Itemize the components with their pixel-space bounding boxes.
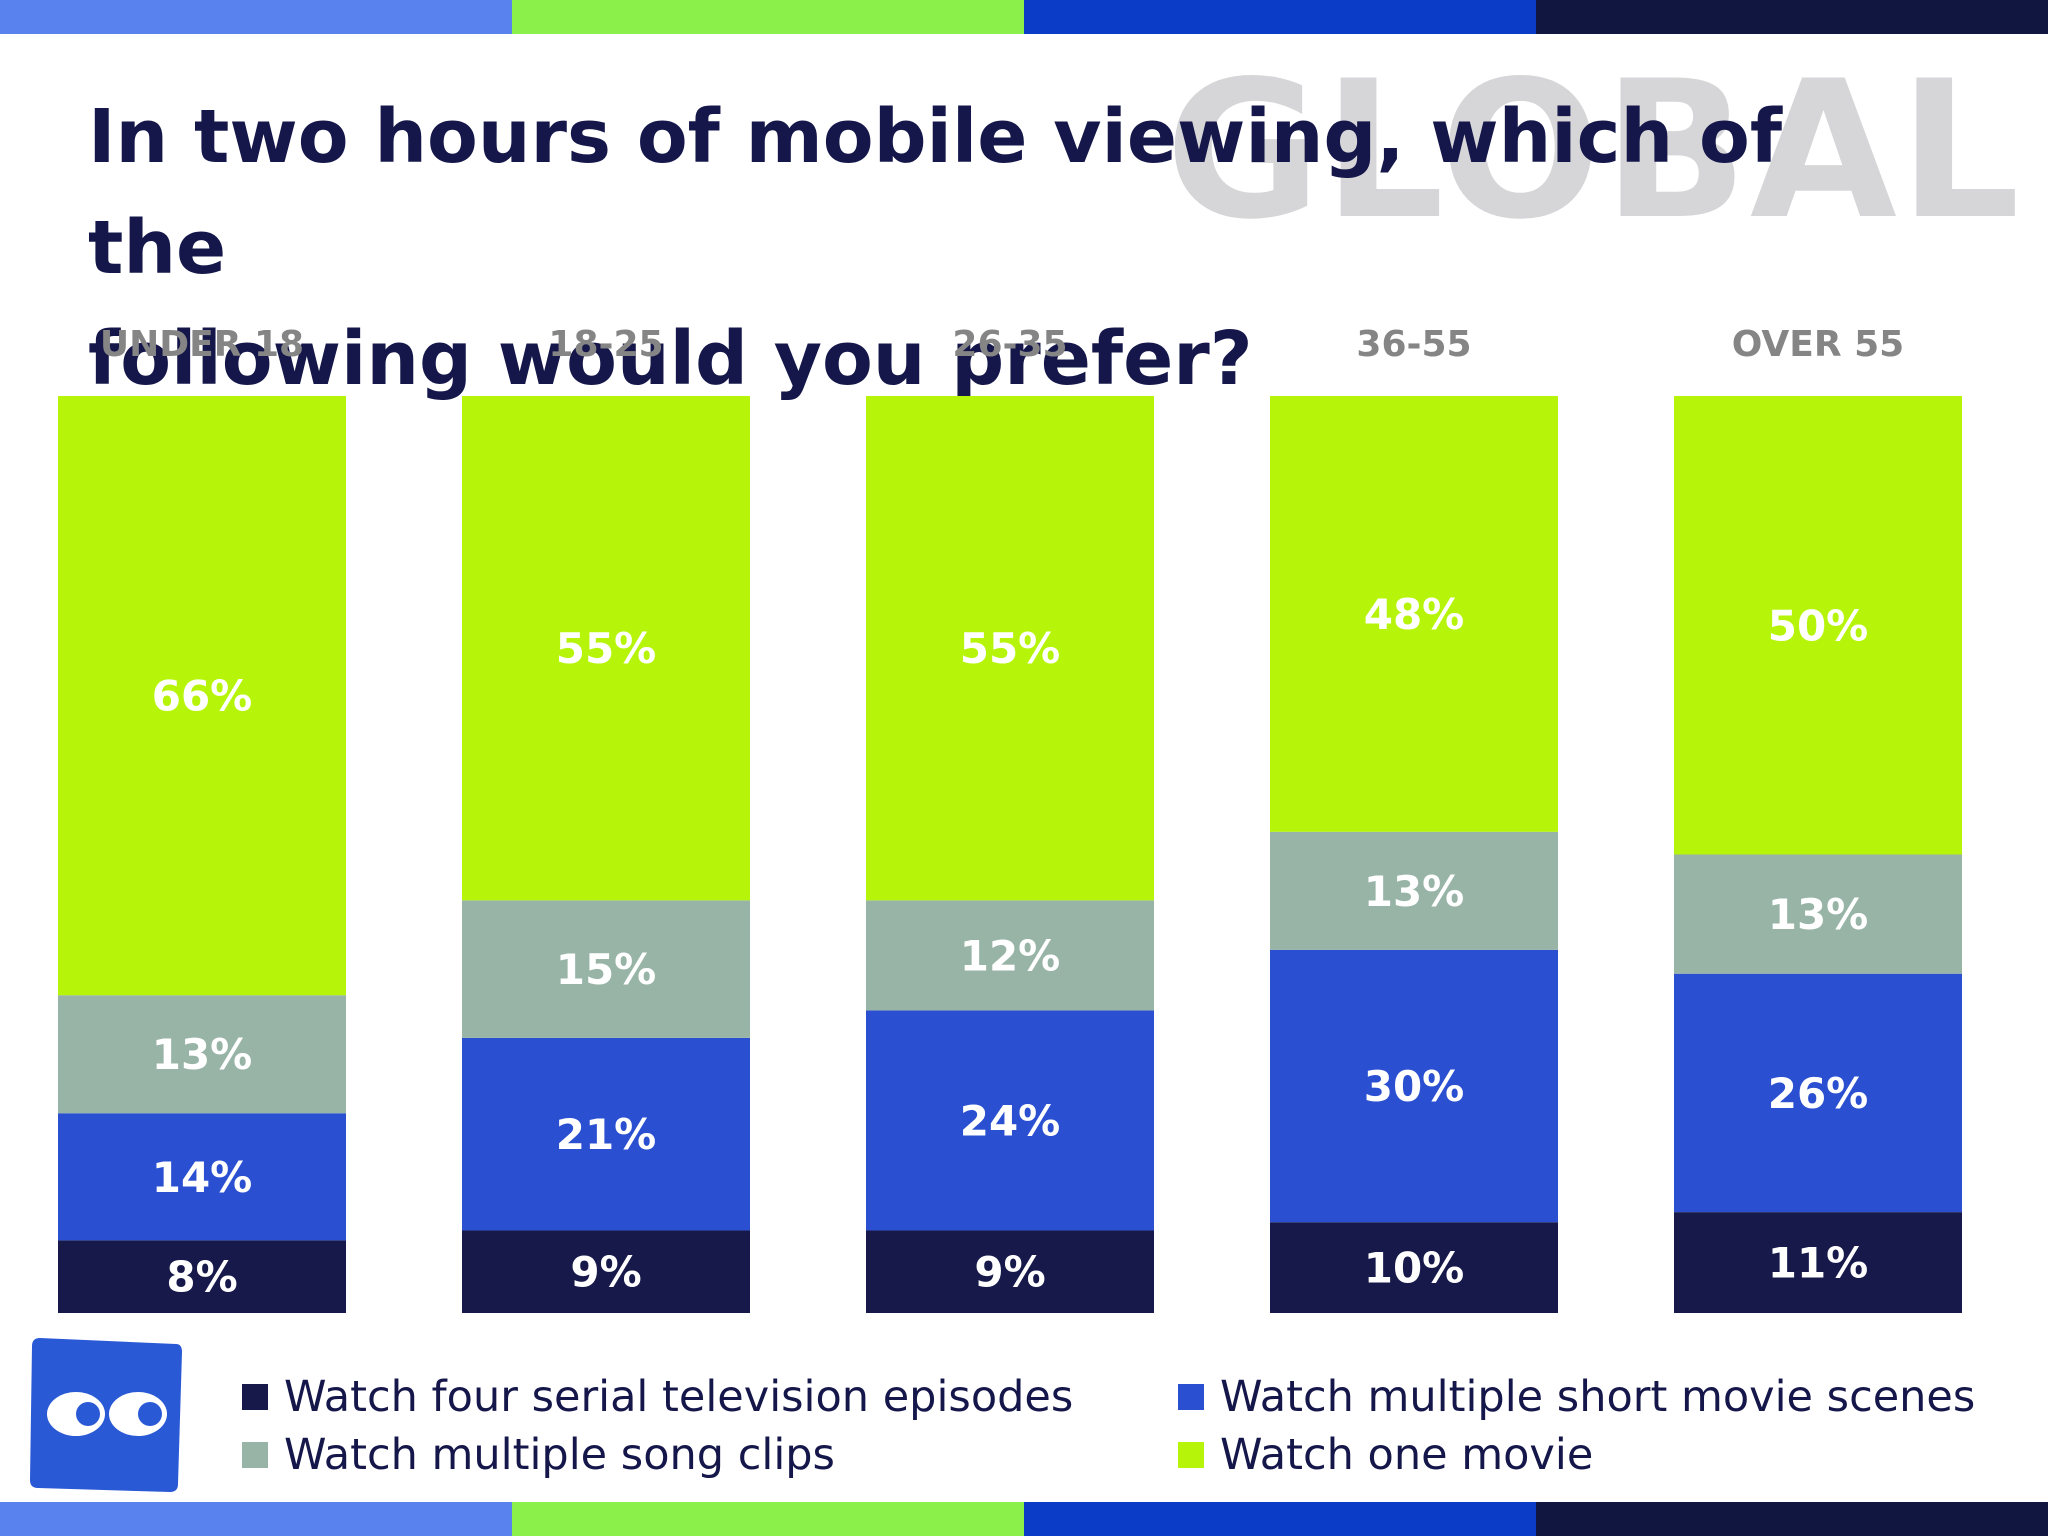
legend-item-song-clips: Watch multiple song clips — [242, 1430, 835, 1480]
stripe-segment — [1024, 1502, 1536, 1536]
title-line-1: In two hours of mobile viewing, which of… — [88, 94, 1783, 291]
category-label: OVER 55 — [1732, 324, 1904, 365]
legend-swatch-navy — [242, 1384, 268, 1410]
data-label: 14% — [152, 1153, 253, 1202]
data-label: 9% — [974, 1248, 1045, 1297]
top-color-stripe — [0, 0, 2048, 34]
bar-segment — [462, 900, 750, 1038]
title-line-2: following would you prefer? — [88, 316, 1253, 402]
stripe-segment — [512, 1502, 1024, 1536]
bar-segment — [1270, 1222, 1558, 1313]
legend-swatch-lime — [1178, 1442, 1204, 1468]
data-label: 13% — [152, 1030, 253, 1079]
legend-item-serial-episodes: Watch four serial television episodes — [242, 1372, 1073, 1422]
bar-segment — [866, 396, 1154, 901]
bar-segment — [1674, 854, 1962, 974]
bar-segment — [1270, 831, 1558, 950]
stripe-segment — [1536, 0, 2048, 34]
bar-segment — [462, 396, 750, 901]
data-label: 55% — [960, 624, 1061, 673]
eyes-logo-icon — [30, 1338, 182, 1492]
bar-segment — [1270, 949, 1558, 1223]
data-label: 50% — [1768, 601, 1869, 650]
chart-title: In two hours of mobile viewing, which of… — [88, 82, 1888, 415]
bar-segment — [866, 1230, 1154, 1313]
stripe-segment — [0, 0, 512, 34]
bar-segment — [1674, 973, 1962, 1213]
data-label: 66% — [152, 672, 253, 721]
bar-segment — [1270, 396, 1558, 832]
bar-segment — [866, 1010, 1154, 1231]
data-label: 12% — [960, 931, 1061, 980]
stripe-segment — [1536, 1502, 2048, 1536]
data-label: 13% — [1768, 890, 1869, 939]
global-watermark: GLOBAL — [1165, 40, 2022, 261]
stacked-bar-chart: UNDER 18 8% 14% 13% 66% 18-25 9% 21% 15% 55% 26-35… — [58, 324, 1962, 1313]
legend-label: Watch one movie — [1220, 1430, 1594, 1480]
data-label: 26% — [1768, 1069, 1869, 1118]
bar-segment — [58, 995, 346, 1114]
data-label: 10% — [1364, 1244, 1465, 1293]
category-label: 18-25 — [548, 324, 663, 365]
legend-label: Watch four serial television episodes — [284, 1372, 1074, 1422]
stripe-segment — [512, 0, 1024, 34]
legend-label: Watch multiple song clips — [284, 1430, 835, 1480]
bar-segment — [1674, 1212, 1962, 1313]
bar-segment — [462, 1230, 750, 1313]
category-label: 26-35 — [952, 324, 1067, 365]
bar-segment — [462, 1037, 750, 1231]
data-label: 30% — [1364, 1062, 1465, 1111]
legend-item-short-movie-scenes: Watch multiple short movie scenes — [1178, 1372, 1975, 1422]
category-label: 36-55 — [1356, 324, 1471, 365]
legend-swatch-blue — [1178, 1384, 1204, 1410]
bar-segment — [58, 1113, 346, 1241]
bar-segment — [58, 396, 346, 996]
bar-segment — [58, 1240, 346, 1313]
stripe-segment — [0, 1502, 512, 1536]
legend-item-one-movie: Watch one movie — [1178, 1430, 1593, 1480]
bar-segment — [866, 900, 1154, 1011]
legend-label: Watch multiple short movie scenes — [1220, 1372, 1976, 1422]
data-label: 11% — [1768, 1239, 1869, 1288]
data-label: 55% — [556, 624, 657, 673]
data-label: 24% — [960, 1096, 1061, 1145]
data-label: 15% — [556, 945, 657, 994]
data-label: 8% — [166, 1253, 237, 1302]
data-label: 48% — [1364, 590, 1465, 639]
bottom-color-stripe — [0, 1502, 2048, 1536]
data-label: 13% — [1364, 867, 1465, 916]
bar-segment — [1674, 396, 1962, 855]
stripe-segment — [1024, 0, 1536, 34]
category-label: UNDER 18 — [100, 324, 304, 365]
data-label: 9% — [570, 1248, 641, 1297]
chart-legend: Watch four serial television episodes Wa… — [0, 1362, 2048, 1492]
legend-swatch-grey — [242, 1442, 268, 1468]
data-label: 21% — [556, 1110, 657, 1159]
